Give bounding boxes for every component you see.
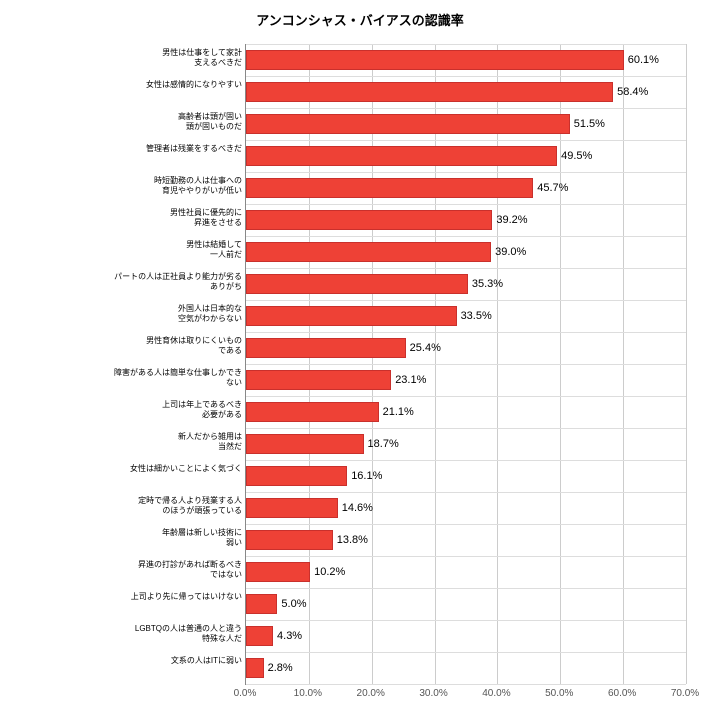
bar-row: 5.0% [246, 588, 686, 620]
bar [246, 274, 468, 294]
bar-value-label: 35.3% [472, 274, 503, 294]
bar-row: 14.6% [246, 492, 686, 524]
category-label: LGBTQの人は普通の人と違う 特殊な人だ [2, 624, 242, 643]
x-tick-label: 10.0% [288, 688, 328, 699]
bar [246, 466, 347, 486]
x-tick-label: 20.0% [351, 688, 391, 699]
h-gridline [246, 684, 686, 685]
bar-value-label: 49.5% [561, 146, 592, 166]
x-tick-label: 70.0% [665, 688, 705, 699]
category-label: 男性は結婚して 一人前だ [2, 240, 242, 259]
bar-value-label: 39.0% [495, 242, 526, 262]
bar-row: 2.8% [246, 652, 686, 684]
bar-value-label: 16.1% [351, 466, 382, 486]
bar-row: 10.2% [246, 556, 686, 588]
category-label: 女性は細かいことによく気づく [2, 464, 242, 474]
bar-value-label: 45.7% [537, 178, 568, 198]
bar [246, 402, 379, 422]
bar-row: 25.4% [246, 332, 686, 364]
bar-value-label: 18.7% [368, 434, 399, 454]
bar [246, 562, 310, 582]
bar [246, 242, 491, 262]
bar [246, 114, 570, 134]
bar-row: 21.1% [246, 396, 686, 428]
x-tick-label: 40.0% [476, 688, 516, 699]
bar-value-label: 33.5% [461, 306, 492, 326]
category-label: 文系の人はITに弱い [2, 656, 242, 666]
bar-value-label: 21.1% [383, 402, 414, 422]
bar-row: 18.7% [246, 428, 686, 460]
gridline [686, 44, 687, 684]
bar [246, 626, 273, 646]
category-label: 定時で帰る人より残業する人 のほうが頑張っている [2, 496, 242, 515]
category-label: 上司より先に帰ってはいけない [2, 592, 242, 602]
bar [246, 338, 406, 358]
category-label: 外国人は日本的な 空気がわからない [2, 304, 242, 323]
x-tick-label: 60.0% [602, 688, 642, 699]
bar-row: 58.4% [246, 76, 686, 108]
bar-row: 39.2% [246, 204, 686, 236]
bar [246, 530, 333, 550]
category-label: 障害がある人は簡単な仕事しかでき ない [2, 368, 242, 387]
bar-value-label: 51.5% [574, 114, 605, 134]
bar [246, 178, 533, 198]
category-label: 管理者は残業をするべきだ [2, 144, 242, 154]
bar-row: 13.8% [246, 524, 686, 556]
bar [246, 50, 624, 70]
bar-value-label: 25.4% [410, 338, 441, 358]
bar [246, 82, 613, 102]
bar-value-label: 13.8% [337, 530, 368, 550]
bar [246, 658, 264, 678]
category-label: 上司は年上であるべき 必要がある [2, 400, 242, 419]
bar-row: 33.5% [246, 300, 686, 332]
bar-value-label: 4.3% [277, 626, 302, 646]
x-tick-label: 30.0% [414, 688, 454, 699]
category-label: 新人だから雑用は 当然だ [2, 432, 242, 451]
bar-row: 39.0% [246, 236, 686, 268]
bar-value-label: 58.4% [617, 82, 648, 102]
chart-title: アンコンシャス・バイアスの認識率 [0, 0, 720, 35]
plot-area: 60.1% 58.4% 51.5% 49.5% 45.7% 39.2% 39.0% 35.3%… [245, 44, 686, 685]
bar-value-label: 14.6% [342, 498, 373, 518]
category-label: 男性社員に優先的に 昇進をさせる [2, 208, 242, 227]
bar-value-label: 5.0% [281, 594, 306, 614]
bar-row: 23.1% [246, 364, 686, 396]
bar [246, 370, 391, 390]
x-tick-label: 0.0% [225, 688, 265, 699]
bar-value-label: 23.1% [395, 370, 426, 390]
category-label: 年齢層は新しい技術に 弱い [2, 528, 242, 547]
bar-value-label: 60.1% [628, 50, 659, 70]
category-label: 昇進の打診があれば断るべき ではない [2, 560, 242, 579]
category-label: 女性は感情的になりやすい [2, 80, 242, 90]
bar-row: 4.3% [246, 620, 686, 652]
bar-row: 45.7% [246, 172, 686, 204]
bar [246, 594, 277, 614]
bar-row: 35.3% [246, 268, 686, 300]
bar-row: 16.1% [246, 460, 686, 492]
category-label: 男性育休は取りにくいもの である [2, 336, 242, 355]
bar-row: 60.1% [246, 44, 686, 76]
bar-row: 49.5% [246, 140, 686, 172]
bar-value-label: 39.2% [496, 210, 527, 230]
chart-container: アンコンシャス・バイアスの認識率 60.1% 58.4% 51.5% 49.5% 45.… [0, 0, 720, 724]
category-label: 男性は仕事をして家計 支えるべきだ [2, 48, 242, 67]
category-label: 時短勤務の人は仕事への 育児ややりがいが低い [2, 176, 242, 195]
x-tick-label: 50.0% [539, 688, 579, 699]
bar [246, 306, 457, 326]
category-label: パートの人は正社員より能力が劣る ありがち [2, 272, 242, 291]
bar-value-label: 10.2% [314, 562, 345, 582]
bar [246, 146, 557, 166]
bar-row: 51.5% [246, 108, 686, 140]
category-label: 高齢者は頭が固い 頭が固いものだ [2, 112, 242, 131]
bar [246, 498, 338, 518]
bar [246, 210, 492, 230]
bar [246, 434, 364, 454]
bar-value-label: 2.8% [268, 658, 293, 678]
